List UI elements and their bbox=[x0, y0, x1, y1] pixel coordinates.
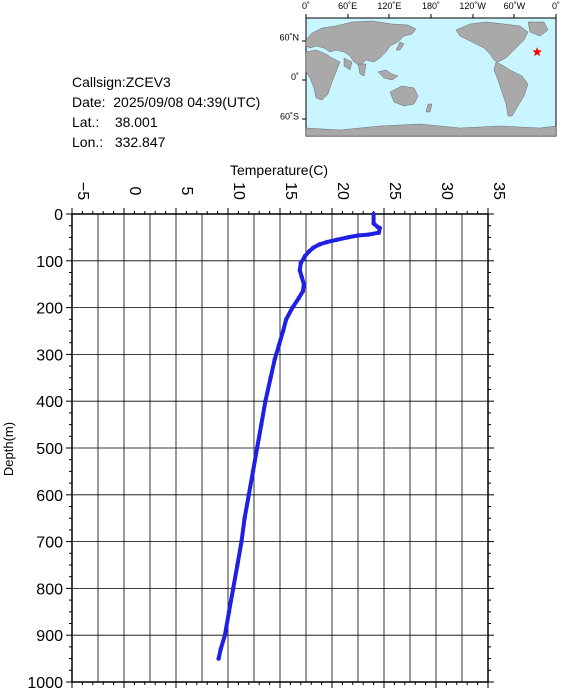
map-lon-label: 0˚ bbox=[552, 1, 560, 11]
lon-label: Lon.: bbox=[72, 134, 104, 150]
date-label: Date: bbox=[72, 94, 106, 110]
map-lon-label: 60˚E bbox=[338, 1, 357, 11]
temperature-point bbox=[371, 211, 376, 217]
y-tick-label: 500 bbox=[36, 441, 63, 458]
temperature-point bbox=[311, 245, 316, 250]
map-lat-label: 60˚N bbox=[279, 33, 299, 43]
plot-frame bbox=[71, 213, 489, 683]
lon-value: 332.847 bbox=[114, 134, 166, 150]
lat-label: Lat.: bbox=[72, 114, 100, 130]
temperature-point bbox=[216, 656, 221, 661]
map-lon-label: 180˚ bbox=[422, 1, 440, 11]
temperature-point bbox=[263, 399, 268, 404]
temperature-point bbox=[235, 562, 240, 568]
temperature-point bbox=[226, 609, 232, 614]
map-lat-label: 60˚S bbox=[280, 111, 299, 121]
temperature-point bbox=[366, 232, 371, 237]
temperature-point bbox=[298, 260, 303, 266]
station-info: Callsign:ZCEV3 Date: 2025/09/08 04:39(UT… bbox=[72, 72, 260, 152]
temperature-point bbox=[290, 305, 295, 310]
lat-row: Lat.: 38.001 bbox=[72, 112, 260, 132]
temperature-profile bbox=[216, 211, 382, 661]
date-row: Date: 2025/09/08 04:39(UTC) bbox=[72, 92, 260, 112]
x-tick-label: −5 bbox=[74, 182, 91, 200]
temperature-point bbox=[345, 235, 350, 240]
map-lat-labels: 60˚N 0˚ 60˚S bbox=[279, 33, 299, 122]
x-axis-title: Temperature(C) bbox=[230, 162, 328, 178]
map-lon-label: 120˚E bbox=[377, 1, 401, 11]
x-tick-label: 25 bbox=[386, 182, 403, 200]
y-tick-label: 700 bbox=[36, 535, 63, 552]
temperature-point bbox=[376, 230, 381, 235]
x-tick-label: 30 bbox=[438, 182, 455, 200]
temperature-point bbox=[284, 317, 289, 322]
y-tick-label: 1000 bbox=[27, 675, 63, 690]
map-lon-label: 0˚ bbox=[302, 1, 310, 11]
lat-value: 38.001 bbox=[114, 114, 158, 130]
temperature-point bbox=[377, 225, 382, 231]
y-tick-label: 0 bbox=[54, 207, 63, 224]
lon-row: Lon.: 332.847 bbox=[72, 132, 260, 152]
temperature-point bbox=[306, 249, 312, 254]
x-tick-label: 20 bbox=[334, 182, 351, 200]
temperature-point bbox=[231, 586, 236, 591]
map-lon-labels: 0˚ 60˚E 120˚E 180˚ 120˚W 60˚W 0˚ bbox=[302, 1, 560, 11]
callsign-label: Callsign: bbox=[72, 74, 126, 90]
temperature-point bbox=[317, 242, 322, 247]
temperature-point bbox=[371, 221, 376, 226]
temperature-point bbox=[222, 633, 228, 638]
y-tick-labels: 0 100 200 300 400 500 600 700 800 900 1000 bbox=[27, 207, 63, 690]
temperature-point bbox=[272, 356, 277, 362]
temperature-point bbox=[246, 492, 251, 497]
x-tick-label: 15 bbox=[282, 182, 299, 200]
x-tick-labels: −5 0 5 10 15 20 25 30 35 bbox=[74, 182, 507, 200]
temperature-point bbox=[301, 282, 307, 287]
temperature-point bbox=[276, 342, 282, 348]
temperature-point bbox=[242, 516, 247, 521]
temperature-point bbox=[299, 275, 304, 280]
y-tick-label: 200 bbox=[36, 301, 63, 318]
x-tick-label: 5 bbox=[178, 187, 195, 196]
world-map: 0˚ 60˚E 120˚E 180˚ 120˚W 60˚W 0˚ 60˚N 0˚ 60˚S bbox=[279, 1, 560, 137]
y-tick-label: 600 bbox=[36, 488, 63, 505]
map-lon-label: 60˚W bbox=[504, 1, 526, 11]
temperature-point bbox=[324, 239, 329, 245]
temperature-point bbox=[296, 296, 301, 301]
temperature-point bbox=[355, 233, 361, 238]
y-tick-label: 800 bbox=[36, 581, 63, 598]
temperature-point bbox=[254, 445, 260, 451]
chart-grid bbox=[71, 213, 489, 683]
temperature-point bbox=[302, 253, 308, 259]
temperature-point bbox=[335, 237, 340, 242]
temperature-point bbox=[300, 289, 306, 294]
x-tick-label: 10 bbox=[230, 182, 247, 200]
temperature-point bbox=[239, 539, 244, 544]
temperature-point bbox=[297, 268, 302, 273]
y-tick-label: 400 bbox=[36, 394, 63, 411]
date-value: 2025/09/08 04:39(UTC) bbox=[113, 94, 261, 110]
temperature-point bbox=[259, 422, 264, 427]
temperature-point bbox=[250, 469, 256, 474]
temperature-series-line bbox=[216, 212, 382, 661]
map-ticks bbox=[302, 14, 557, 120]
map-land bbox=[305, 20, 557, 137]
star-icon bbox=[532, 47, 542, 57]
x-tick-label: 0 bbox=[126, 187, 143, 196]
y-axis-title: Depth(m) bbox=[1, 422, 16, 476]
map-lat-label: 0˚ bbox=[291, 72, 299, 82]
map-lon-label: 120˚W bbox=[459, 1, 486, 11]
temperature-point bbox=[280, 328, 286, 334]
y-tick-label: 100 bbox=[36, 254, 63, 271]
temperature-point bbox=[218, 647, 223, 652]
callsign-value: ZCEV3 bbox=[125, 74, 171, 90]
callsign-row: Callsign:ZCEV3 bbox=[72, 72, 260, 92]
temperature-point bbox=[268, 375, 273, 380]
y-tick-label: 300 bbox=[36, 347, 63, 364]
y-tick-label: 900 bbox=[36, 628, 63, 645]
x-tick-label: 35 bbox=[490, 182, 507, 200]
